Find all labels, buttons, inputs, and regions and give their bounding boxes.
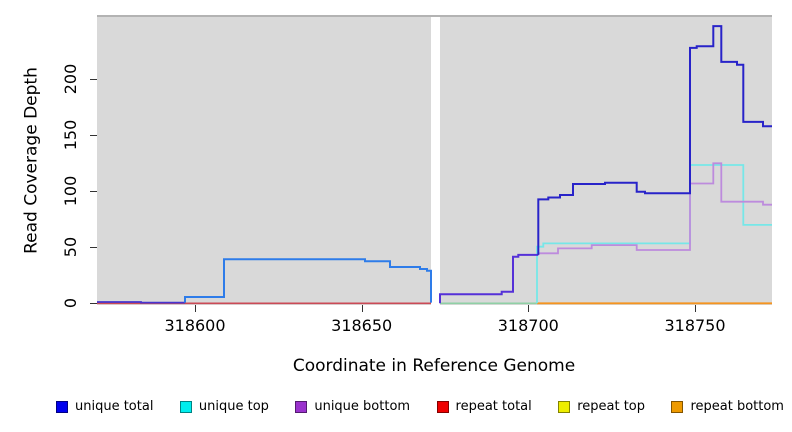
x-tick-label: 318700: [497, 316, 559, 335]
y-tick-label: 0: [60, 298, 80, 309]
legend-item-unique-bottom: unique bottom: [295, 399, 410, 414]
series-unique-total-unique-bottom-right-entry-: [439, 253, 539, 304]
legend-label: unique bottom: [314, 399, 411, 414]
series-unique-total-left-region-: [184, 258, 432, 303]
legend: unique total unique top unique bottom repea…: [56, 399, 784, 414]
legend-swatch-icon: [671, 400, 684, 413]
x-tick-mark: [195, 305, 196, 312]
x-tick-label: 318600: [164, 316, 226, 335]
series-unique-total: [537, 25, 772, 255]
y-axis-title: Read Coverage Depth: [21, 67, 41, 254]
legend-label: repeat top: [577, 399, 645, 414]
series-unique-total-left-low-segment-: [97, 301, 185, 304]
legend-item-repeat-top: repeat top: [558, 399, 645, 414]
y-tick-label: 50: [60, 237, 80, 258]
legend-item-repeat-total: repeat total: [436, 399, 532, 414]
y-tick-mark: [90, 303, 97, 305]
x-axis-title: Coordinate in Reference Genome: [292, 356, 576, 376]
legend-swatch-icon: [436, 400, 449, 413]
legend-label: unique top: [198, 399, 269, 414]
x-tick-label: 318650: [331, 316, 393, 335]
y-tick-mark: [90, 191, 97, 193]
masked-region: [431, 17, 440, 305]
legend-swatch-icon: [56, 400, 68, 413]
legend-item-unique-total: unique total: [56, 399, 153, 414]
y-tick-label: 150: [60, 120, 80, 151]
y-tick-mark: [90, 247, 97, 249]
plot-canvas: [97, 25, 772, 305]
legend-label: repeat bottom: [690, 399, 784, 414]
y-tick-label: 100: [60, 176, 80, 207]
panel-top-edge: [97, 15, 772, 17]
legend-swatch-icon: [295, 400, 308, 413]
y-tick-mark: [90, 79, 97, 81]
series-unique-bottom: [537, 162, 772, 255]
legend-label: unique total: [75, 399, 154, 414]
x-tick-mark: [528, 305, 530, 312]
legend-item-unique-top: unique top: [179, 399, 269, 414]
legend-item-repeat-bottom: repeat bottom: [671, 399, 784, 414]
x-tick-label: 318750: [664, 316, 726, 335]
legend-label: repeat total: [455, 399, 532, 414]
x-tick-mark: [361, 305, 363, 312]
y-tick-mark: [90, 135, 97, 137]
legend-swatch-icon: [558, 400, 571, 413]
x-tick-mark: [695, 305, 696, 312]
legend-swatch-icon: [179, 400, 192, 413]
y-tick-label: 200: [60, 64, 80, 95]
